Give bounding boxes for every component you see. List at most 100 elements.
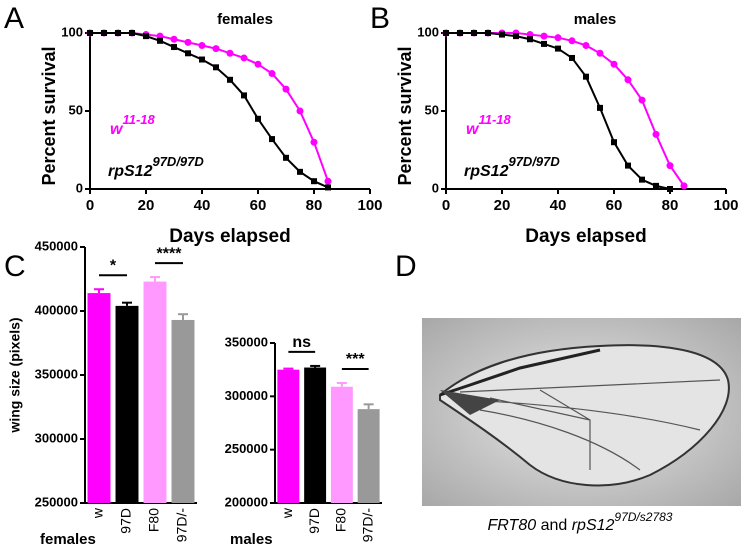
bar [357, 409, 380, 503]
bar [277, 369, 300, 503]
point [199, 56, 205, 63]
survival-line [90, 32, 329, 182]
point [554, 34, 562, 42]
y-axis-label: Percent survival [39, 46, 59, 185]
y-tick-label: 100 [417, 24, 439, 39]
point [596, 49, 604, 57]
point [255, 115, 261, 122]
point [296, 107, 304, 115]
point [597, 104, 603, 111]
x-tick-label: 20 [494, 197, 511, 214]
x-axis-label: Days elapsed [169, 226, 290, 247]
point [624, 76, 632, 84]
point [324, 177, 332, 185]
point [240, 54, 248, 62]
point [157, 37, 163, 44]
point [667, 186, 673, 192]
point [297, 168, 303, 175]
bar [115, 305, 139, 503]
x-tick-label: 97D/- [174, 508, 190, 543]
point [638, 96, 646, 104]
y-tick-label: 0 [76, 180, 83, 195]
x-tick-label: 80 [662, 197, 679, 214]
x-tick-label: w [90, 507, 106, 519]
x-tick-label: 0 [442, 197, 450, 214]
point [485, 30, 491, 36]
point [471, 30, 477, 36]
y-tick-label: 200000 [225, 494, 268, 509]
x-tick-label: 0 [86, 197, 94, 214]
bar [171, 319, 195, 503]
point [310, 138, 318, 146]
y-tick-label: 250000 [35, 494, 78, 509]
point [666, 162, 674, 170]
point [87, 30, 93, 36]
y-axis-label: wing size (pixels) [7, 317, 23, 433]
point [254, 60, 262, 68]
legend-superscript: 11-18 [478, 112, 511, 127]
panel-label: A [4, 2, 24, 35]
point [282, 85, 290, 93]
point [540, 32, 548, 40]
y-tick-label: 400000 [35, 302, 78, 317]
bar [330, 386, 353, 503]
caption-text: and [536, 517, 572, 534]
point [583, 73, 589, 80]
legend-entry: rpS1297D/97D [464, 154, 560, 180]
legend-entry: rpS1297D/97D [108, 154, 204, 180]
point [555, 45, 561, 52]
point [171, 44, 177, 51]
point [101, 30, 107, 36]
point [213, 64, 219, 71]
significance-label: * [110, 257, 117, 274]
x-tick-label: 60 [250, 197, 267, 214]
point [184, 38, 192, 46]
chart-title: females [217, 11, 273, 28]
legend-name: w [110, 121, 124, 138]
wing-photo [422, 318, 741, 506]
x-tick-label: 60 [606, 197, 623, 214]
point [652, 130, 660, 138]
legend-superscript: 97D/97D [152, 154, 204, 169]
x-tick-label: 100 [357, 197, 382, 214]
point [653, 182, 659, 189]
caption-text: FRT80 [488, 517, 537, 534]
x-tick-label: F80 [333, 508, 349, 532]
significance-label: ns [292, 334, 311, 351]
point [241, 92, 247, 99]
point [198, 41, 206, 49]
x-tick-label: 80 [306, 197, 323, 214]
point [170, 35, 178, 43]
x-tick-label: w [279, 507, 295, 519]
point [269, 136, 275, 143]
point [611, 139, 617, 146]
point [443, 30, 449, 36]
y-tick-label: 300000 [35, 430, 78, 445]
point [129, 30, 135, 36]
point [610, 60, 618, 68]
point [227, 76, 233, 83]
point [115, 30, 121, 36]
x-axis-label: females [40, 531, 96, 548]
y-tick-label: 250000 [225, 441, 268, 456]
point [639, 176, 645, 183]
point [527, 36, 533, 43]
point [625, 162, 631, 169]
significance-label: *** [346, 351, 365, 368]
bar [143, 281, 167, 503]
x-tick-label: 97D [306, 508, 322, 534]
legend-entry: w11-18 [466, 112, 512, 138]
y-tick-label: 300000 [225, 388, 268, 403]
point [499, 31, 505, 38]
point [325, 184, 331, 191]
legend-superscript: 97D/97D [508, 154, 560, 169]
panel-label: D [395, 250, 417, 283]
chart-title: males [574, 11, 617, 28]
significance-label: **** [157, 245, 183, 262]
y-tick-label: 350000 [225, 334, 268, 349]
caption-text: 97D/s2783 [614, 510, 672, 524]
x-axis-label: males [230, 531, 273, 548]
y-tick-label: 0 [432, 180, 439, 195]
point [569, 54, 575, 61]
x-tick-label: F80 [146, 508, 162, 532]
